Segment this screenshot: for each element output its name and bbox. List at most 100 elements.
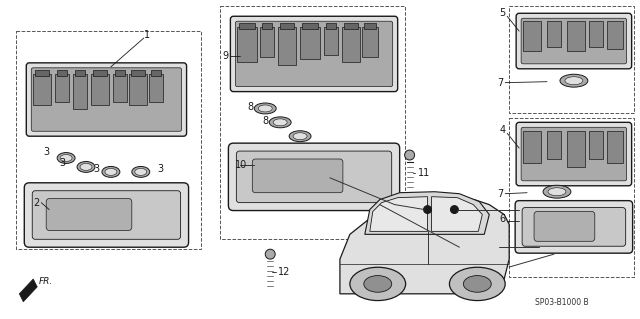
Text: 6: 6 bbox=[499, 214, 506, 225]
Ellipse shape bbox=[560, 74, 588, 87]
Ellipse shape bbox=[60, 154, 72, 161]
Text: 1: 1 bbox=[144, 30, 150, 40]
Text: 5: 5 bbox=[499, 8, 506, 18]
Bar bbox=[17, 31, 200, 249]
Bar bbox=[33, 74, 51, 106]
Bar bbox=[567, 21, 585, 51]
Bar bbox=[280, 23, 294, 29]
Bar bbox=[607, 131, 623, 163]
Bar bbox=[113, 74, 127, 101]
FancyBboxPatch shape bbox=[236, 21, 393, 87]
Text: 12: 12 bbox=[278, 267, 291, 277]
Text: 7: 7 bbox=[497, 78, 504, 88]
Bar bbox=[73, 74, 87, 109]
Ellipse shape bbox=[293, 133, 307, 140]
FancyBboxPatch shape bbox=[516, 13, 632, 69]
Bar bbox=[115, 70, 125, 76]
Ellipse shape bbox=[463, 276, 492, 292]
Polygon shape bbox=[370, 197, 428, 231]
FancyBboxPatch shape bbox=[31, 68, 182, 131]
Bar bbox=[35, 70, 49, 76]
Bar bbox=[278, 27, 296, 65]
Ellipse shape bbox=[80, 163, 92, 170]
Bar bbox=[239, 23, 255, 29]
Circle shape bbox=[424, 205, 431, 213]
Text: 3: 3 bbox=[93, 164, 99, 174]
Bar bbox=[607, 21, 623, 49]
Ellipse shape bbox=[364, 276, 392, 292]
Ellipse shape bbox=[132, 167, 150, 177]
Ellipse shape bbox=[135, 168, 147, 175]
Bar bbox=[523, 21, 541, 51]
Ellipse shape bbox=[57, 152, 75, 163]
Ellipse shape bbox=[565, 77, 583, 85]
Polygon shape bbox=[431, 197, 483, 231]
Bar bbox=[302, 23, 318, 29]
Bar bbox=[364, 23, 376, 29]
FancyBboxPatch shape bbox=[26, 63, 187, 136]
Bar bbox=[547, 131, 561, 159]
Text: 9: 9 bbox=[223, 51, 228, 61]
FancyBboxPatch shape bbox=[46, 199, 132, 230]
Polygon shape bbox=[340, 198, 509, 294]
FancyBboxPatch shape bbox=[522, 208, 626, 246]
Bar bbox=[547, 21, 561, 47]
Polygon shape bbox=[19, 279, 37, 302]
Bar bbox=[91, 74, 109, 106]
Bar bbox=[300, 27, 320, 59]
Text: 7: 7 bbox=[497, 189, 504, 199]
Bar bbox=[344, 23, 358, 29]
FancyBboxPatch shape bbox=[534, 211, 595, 241]
Bar bbox=[567, 131, 585, 167]
Bar bbox=[509, 6, 634, 114]
Bar bbox=[75, 70, 85, 76]
Bar bbox=[129, 74, 147, 106]
Text: 8: 8 bbox=[247, 102, 253, 113]
Ellipse shape bbox=[350, 267, 406, 300]
FancyBboxPatch shape bbox=[24, 183, 189, 247]
Text: 3: 3 bbox=[59, 158, 65, 168]
Ellipse shape bbox=[105, 168, 117, 175]
Text: 3: 3 bbox=[157, 164, 164, 174]
FancyBboxPatch shape bbox=[521, 18, 627, 64]
Polygon shape bbox=[365, 192, 489, 234]
Bar bbox=[148, 74, 163, 101]
Ellipse shape bbox=[269, 117, 291, 128]
Ellipse shape bbox=[449, 267, 505, 300]
Circle shape bbox=[265, 249, 275, 259]
Bar bbox=[131, 70, 145, 76]
Bar bbox=[523, 131, 541, 163]
FancyBboxPatch shape bbox=[521, 127, 627, 181]
Bar bbox=[509, 118, 634, 277]
Text: 3: 3 bbox=[44, 147, 49, 157]
Bar bbox=[237, 27, 257, 62]
Bar bbox=[342, 27, 360, 62]
Ellipse shape bbox=[102, 167, 120, 177]
Bar bbox=[589, 21, 603, 47]
FancyBboxPatch shape bbox=[515, 201, 632, 253]
Text: 8: 8 bbox=[262, 116, 268, 126]
FancyBboxPatch shape bbox=[32, 191, 180, 239]
FancyBboxPatch shape bbox=[230, 16, 397, 92]
FancyBboxPatch shape bbox=[252, 159, 343, 193]
Bar bbox=[589, 131, 603, 159]
Ellipse shape bbox=[273, 119, 287, 126]
Text: 2: 2 bbox=[33, 198, 40, 208]
Circle shape bbox=[404, 150, 415, 160]
Bar bbox=[220, 6, 404, 239]
Bar bbox=[57, 70, 67, 76]
Bar bbox=[260, 27, 274, 57]
Ellipse shape bbox=[77, 161, 95, 172]
FancyBboxPatch shape bbox=[516, 122, 632, 186]
Ellipse shape bbox=[259, 105, 272, 112]
Ellipse shape bbox=[543, 185, 571, 198]
Text: FR.: FR. bbox=[39, 277, 54, 286]
Ellipse shape bbox=[289, 131, 311, 142]
Text: 11: 11 bbox=[417, 168, 430, 178]
Ellipse shape bbox=[548, 188, 566, 196]
Bar bbox=[151, 70, 161, 76]
Bar bbox=[324, 27, 338, 55]
Bar bbox=[55, 74, 69, 101]
Ellipse shape bbox=[254, 103, 276, 114]
Circle shape bbox=[451, 205, 458, 213]
